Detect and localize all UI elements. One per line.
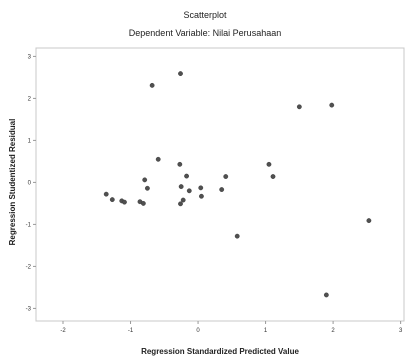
scatter-point bbox=[366, 218, 372, 224]
axis-ticks: -2 -1 0 1 2 3 3 2 1 0 -1 -2 -3 bbox=[26, 54, 403, 334]
scatter-point bbox=[296, 104, 302, 110]
scatter-point bbox=[140, 200, 146, 206]
plot-area-frame bbox=[35, 47, 405, 322]
chart-subtitle: Dependent Variable: Nilai Perusahaan bbox=[128, 28, 282, 38]
scatter-point bbox=[177, 161, 183, 167]
y-tick-label: 3 bbox=[28, 54, 32, 60]
scatter-point bbox=[234, 233, 240, 239]
y-tick-label: 0 bbox=[28, 180, 32, 186]
scatter-point bbox=[186, 188, 192, 194]
x-tick-label: 1 bbox=[264, 328, 268, 334]
scatter-point bbox=[219, 187, 225, 192]
x-tick-label: -1 bbox=[128, 328, 134, 334]
scatter-point bbox=[178, 184, 184, 190]
scatter-point bbox=[266, 161, 272, 167]
x-tick-label: 2 bbox=[331, 328, 335, 334]
scatter-point bbox=[323, 292, 329, 298]
scatter-point bbox=[109, 197, 115, 203]
scatter-point bbox=[178, 201, 183, 207]
scatter-point bbox=[178, 71, 183, 77]
scatter-point bbox=[184, 173, 189, 179]
scatter-point bbox=[329, 102, 335, 108]
chart-title: Scatterplot bbox=[183, 10, 227, 20]
scatter-point bbox=[199, 193, 204, 199]
scatter-point bbox=[145, 185, 150, 191]
y-tick-label: -1 bbox=[26, 222, 32, 228]
y-tick-label: 2 bbox=[28, 96, 32, 102]
scatter-point bbox=[122, 199, 127, 205]
scatter-point bbox=[270, 174, 276, 179]
scatter-point bbox=[142, 177, 148, 183]
y-axis-title: Regression Studentized Residual bbox=[8, 119, 17, 246]
x-tick-label: -2 bbox=[60, 328, 66, 334]
x-tick-label: 0 bbox=[196, 328, 200, 334]
scatter-point bbox=[180, 197, 186, 203]
y-tick-label: -2 bbox=[26, 264, 32, 270]
scatter-point bbox=[223, 174, 229, 179]
scatter-point bbox=[198, 185, 204, 191]
scatter-point bbox=[103, 191, 109, 197]
scatter-point bbox=[155, 156, 161, 162]
y-tick-label: 1 bbox=[28, 138, 32, 144]
y-tick-label: -3 bbox=[26, 306, 32, 312]
data-points bbox=[103, 71, 372, 298]
x-tick-label: 3 bbox=[399, 328, 403, 334]
scatter-point bbox=[149, 82, 155, 88]
x-axis-title: Regression Standardized Predicted Value bbox=[141, 347, 299, 356]
